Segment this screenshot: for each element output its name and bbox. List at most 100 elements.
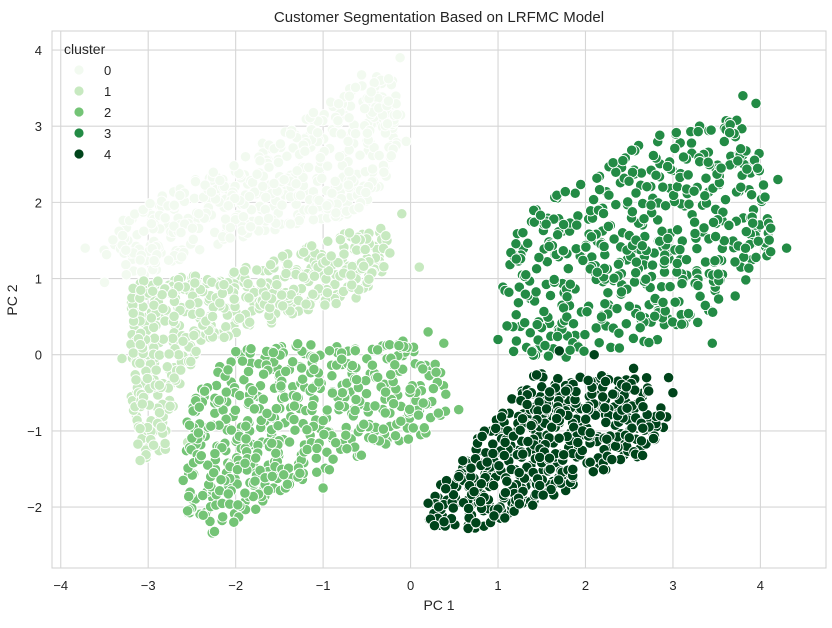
scatter-point (168, 220, 180, 232)
scatter-point (627, 332, 640, 345)
scatter-point (671, 224, 684, 236)
scatter-point (723, 127, 736, 139)
scatter-point (144, 197, 156, 210)
scatter-point (271, 279, 283, 291)
scatter-point (759, 191, 771, 203)
scatter-point (572, 436, 584, 449)
scatter-point (657, 181, 669, 193)
scatter-point (264, 259, 277, 271)
scatter-point (157, 302, 169, 315)
scatter-point (462, 502, 475, 515)
scatter-point (622, 196, 634, 208)
scatter-point (750, 97, 762, 110)
scatter-point (599, 298, 611, 310)
scatter-point (379, 407, 391, 419)
y-tick-label: −1 (27, 424, 42, 439)
scatter-point (544, 463, 556, 475)
scatter-point (729, 256, 741, 268)
scatter-point (682, 169, 694, 181)
scatter-point (613, 327, 625, 339)
scatter-point (602, 220, 615, 233)
series-cluster-4 (422, 345, 679, 535)
scatter-point (161, 361, 173, 373)
scatter-point (153, 407, 166, 419)
scatter-point (284, 128, 297, 140)
scatter-point (195, 450, 207, 462)
scatter-point (670, 126, 682, 139)
scatter-point (345, 269, 357, 281)
scatter-point (188, 329, 200, 342)
scatter-point (533, 251, 545, 264)
scatter-point (545, 483, 557, 496)
scatter-point (323, 345, 336, 357)
scatter-point (120, 244, 132, 256)
scatter-point (609, 440, 622, 452)
scatter-point (193, 401, 205, 413)
scatter-point (314, 152, 326, 164)
x-tick-label: 4 (757, 578, 764, 593)
scatter-point (342, 179, 355, 191)
scatter-point (238, 265, 251, 277)
scatter-point (602, 287, 614, 299)
scatter-point (453, 403, 465, 416)
scatter-point (145, 218, 158, 230)
scatter-point (343, 90, 356, 102)
scatter-point (307, 204, 319, 216)
scatter-point (654, 410, 666, 422)
scatter-point (654, 129, 666, 141)
scatter-point (514, 424, 526, 436)
scatter-point (492, 333, 504, 346)
scatter-point (319, 299, 331, 311)
scatter-point (597, 207, 610, 220)
scatter-point (380, 230, 392, 242)
scatter-point (562, 262, 574, 275)
scatter-point (394, 52, 406, 64)
scatter-point (276, 199, 288, 211)
scatter-point (628, 276, 641, 288)
scatter-point (249, 475, 261, 487)
scatter-point (349, 404, 361, 417)
scatter-point (617, 154, 629, 167)
y-tick-label: 3 (35, 119, 42, 134)
scatter-point (363, 273, 375, 285)
scatter-point (743, 262, 755, 274)
scatter-point (567, 318, 580, 330)
scatter-point (422, 497, 434, 509)
scatter-point (643, 385, 655, 397)
scatter-point (264, 302, 276, 314)
scatter-point (659, 200, 672, 212)
scatter-point (231, 463, 244, 476)
series-cluster-0 (79, 52, 412, 289)
scatter-point (353, 202, 365, 214)
scatter-point (645, 199, 657, 211)
scatter-point (531, 318, 543, 331)
scatter-point (184, 298, 196, 310)
scatter-point (244, 316, 256, 328)
scatter-point (198, 385, 211, 397)
scatter-point (510, 309, 522, 321)
scatter-point (636, 449, 649, 462)
scatter-point (183, 490, 195, 503)
scatter-point (438, 337, 450, 349)
scatter-point (540, 403, 553, 415)
scatter-point (321, 287, 334, 299)
scatter-point (332, 115, 344, 127)
scatter-point (243, 292, 255, 304)
scatter-point (468, 485, 480, 498)
scatter-point (167, 332, 179, 345)
scatter-point (536, 381, 548, 393)
scatter-point (543, 452, 556, 464)
legend-label: 3 (104, 126, 111, 141)
legend-item-1: 1 (73, 84, 111, 99)
scatter-point (202, 459, 214, 471)
scatter-point (239, 457, 251, 469)
scatter-point (709, 230, 722, 243)
scatter-point (428, 519, 441, 532)
scatter-point (189, 277, 201, 289)
scatter-point (107, 234, 119, 246)
scatter-point (240, 433, 252, 445)
scatter-point (613, 342, 626, 354)
scatter-point (311, 466, 323, 478)
scatter-point (643, 336, 655, 349)
scatter-point (276, 289, 288, 301)
